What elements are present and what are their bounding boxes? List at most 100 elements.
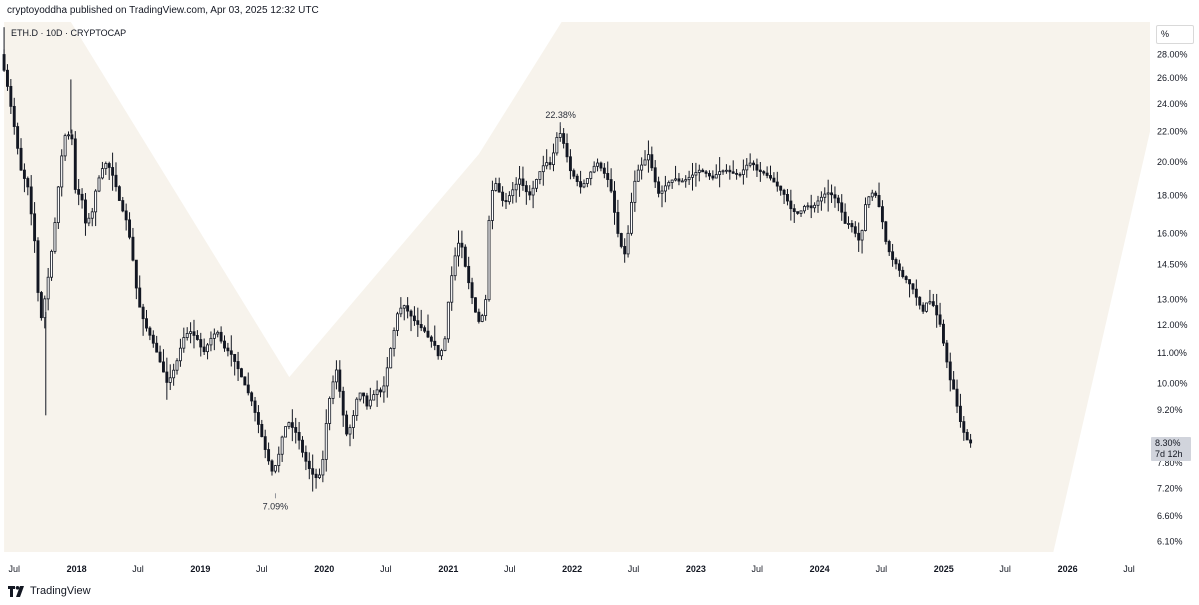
- candle-body: [80, 193, 84, 201]
- candle-body: [599, 162, 603, 169]
- candle-body: [480, 315, 484, 322]
- time-tick-label: Jul: [1123, 564, 1135, 574]
- price-tick-label: 22.00%: [1157, 127, 1188, 137]
- candle-body: [840, 202, 844, 213]
- candle-body: [351, 415, 355, 428]
- price-tick-label: 24.00%: [1157, 99, 1188, 109]
- candle-body: [575, 175, 579, 182]
- candle-body: [955, 388, 959, 407]
- candle-body: [226, 347, 230, 352]
- candle-body: [891, 251, 895, 260]
- candle-body: [260, 424, 264, 438]
- price-tick-label: 9.20%: [1157, 405, 1183, 415]
- candle-body: [324, 423, 328, 460]
- candle-body: [813, 204, 817, 209]
- candle-body: [857, 232, 861, 241]
- candle-body: [789, 200, 793, 210]
- candle-body: [117, 186, 121, 201]
- price-tick-label: 6.60%: [1157, 511, 1183, 521]
- candle-body: [463, 246, 467, 267]
- candle-body: [745, 164, 749, 171]
- candle-body: [826, 192, 830, 195]
- price-tick-label: 14.50%: [1157, 260, 1188, 270]
- candle-body: [365, 395, 369, 407]
- candle-body: [392, 330, 396, 349]
- candle-body: [867, 196, 871, 206]
- candle-body: [223, 340, 226, 349]
- tradingview-logo[interactable]: TradingView: [8, 584, 91, 598]
- candle-body: [100, 168, 104, 179]
- candle-body: [297, 431, 301, 441]
- candle-body: [585, 178, 589, 184]
- candle-body: [368, 399, 372, 407]
- candle-body: [284, 426, 288, 438]
- chart-area[interactable]: 22.38% 7.09% 28.00% 26.00% 24.00% 22.00% 20.0…: [0, 22, 1199, 577]
- candle-body: [782, 189, 786, 195]
- last-price-countdown: 7d 12h: [1155, 449, 1183, 459]
- candle-body: [155, 342, 159, 353]
- candle-body: [168, 377, 172, 383]
- candle-body: [674, 178, 678, 181]
- candle-body: [799, 210, 803, 214]
- time-tick-label: 2023: [686, 564, 706, 574]
- candle-body: [277, 453, 281, 466]
- candle-body: [965, 431, 969, 441]
- candle-body: [623, 246, 627, 255]
- candle-body: [301, 439, 304, 453]
- candle-body: [87, 217, 91, 224]
- candle-body: [172, 369, 176, 379]
- candle-body: [908, 279, 912, 285]
- candle-body: [630, 201, 633, 234]
- candle-body: [691, 174, 694, 178]
- candle-body: [918, 296, 922, 306]
- candle-body: [850, 223, 854, 228]
- candle-body: [484, 299, 488, 317]
- candle-body: [708, 172, 711, 177]
- candle-body: [202, 346, 206, 353]
- candle-body: [287, 422, 291, 427]
- candle-body: [572, 170, 576, 177]
- annotations: 22.38% 7.09%: [263, 110, 576, 511]
- candle-body: [145, 318, 148, 329]
- candle-body: [426, 330, 430, 338]
- candle-body: [864, 204, 867, 231]
- candle-body: [606, 173, 610, 180]
- candle-body: [29, 186, 33, 215]
- candle-body: [897, 263, 901, 271]
- candle-body: [728, 169, 732, 173]
- candle-body: [511, 189, 515, 197]
- last-price-box: [1151, 436, 1191, 461]
- candle-body: [779, 185, 783, 191]
- candle-body: [263, 436, 267, 450]
- candle-body: [735, 172, 739, 175]
- candle-body: [541, 165, 545, 173]
- time-tick-label: 2025: [934, 564, 954, 574]
- candle-body: [124, 210, 128, 221]
- price-axis[interactable]: [1150, 22, 1199, 577]
- candle-body: [175, 360, 179, 371]
- candle-body: [490, 190, 494, 221]
- candle-body: [853, 226, 857, 234]
- candle-body: [524, 185, 528, 193]
- candle-body: [962, 421, 966, 433]
- candle-body: [433, 340, 437, 346]
- candle-body: [267, 449, 271, 462]
- price-tick-label: 13.00%: [1157, 295, 1188, 305]
- candle-body: [399, 307, 403, 315]
- candle-body: [151, 334, 155, 344]
- candle-body: [26, 178, 30, 188]
- candle-body: [646, 154, 650, 161]
- candle-body: [107, 163, 111, 168]
- candle-body: [219, 331, 223, 342]
- candle-body: [246, 384, 250, 394]
- candle-body: [290, 422, 294, 428]
- candle-body: [731, 171, 735, 174]
- scale-mode-button[interactable]: %: [1156, 25, 1194, 44]
- candle-body: [714, 174, 718, 179]
- plot-band: [4, 22, 1151, 552]
- price-chart[interactable]: 22.38% 7.09% 28.00% 26.00% 24.00% 22.00% 20.0…: [0, 22, 1199, 577]
- price-tick-label: 7.80%: [1157, 458, 1183, 468]
- candle-body: [548, 162, 552, 166]
- candle-body: [379, 389, 382, 393]
- candle-body: [158, 351, 162, 363]
